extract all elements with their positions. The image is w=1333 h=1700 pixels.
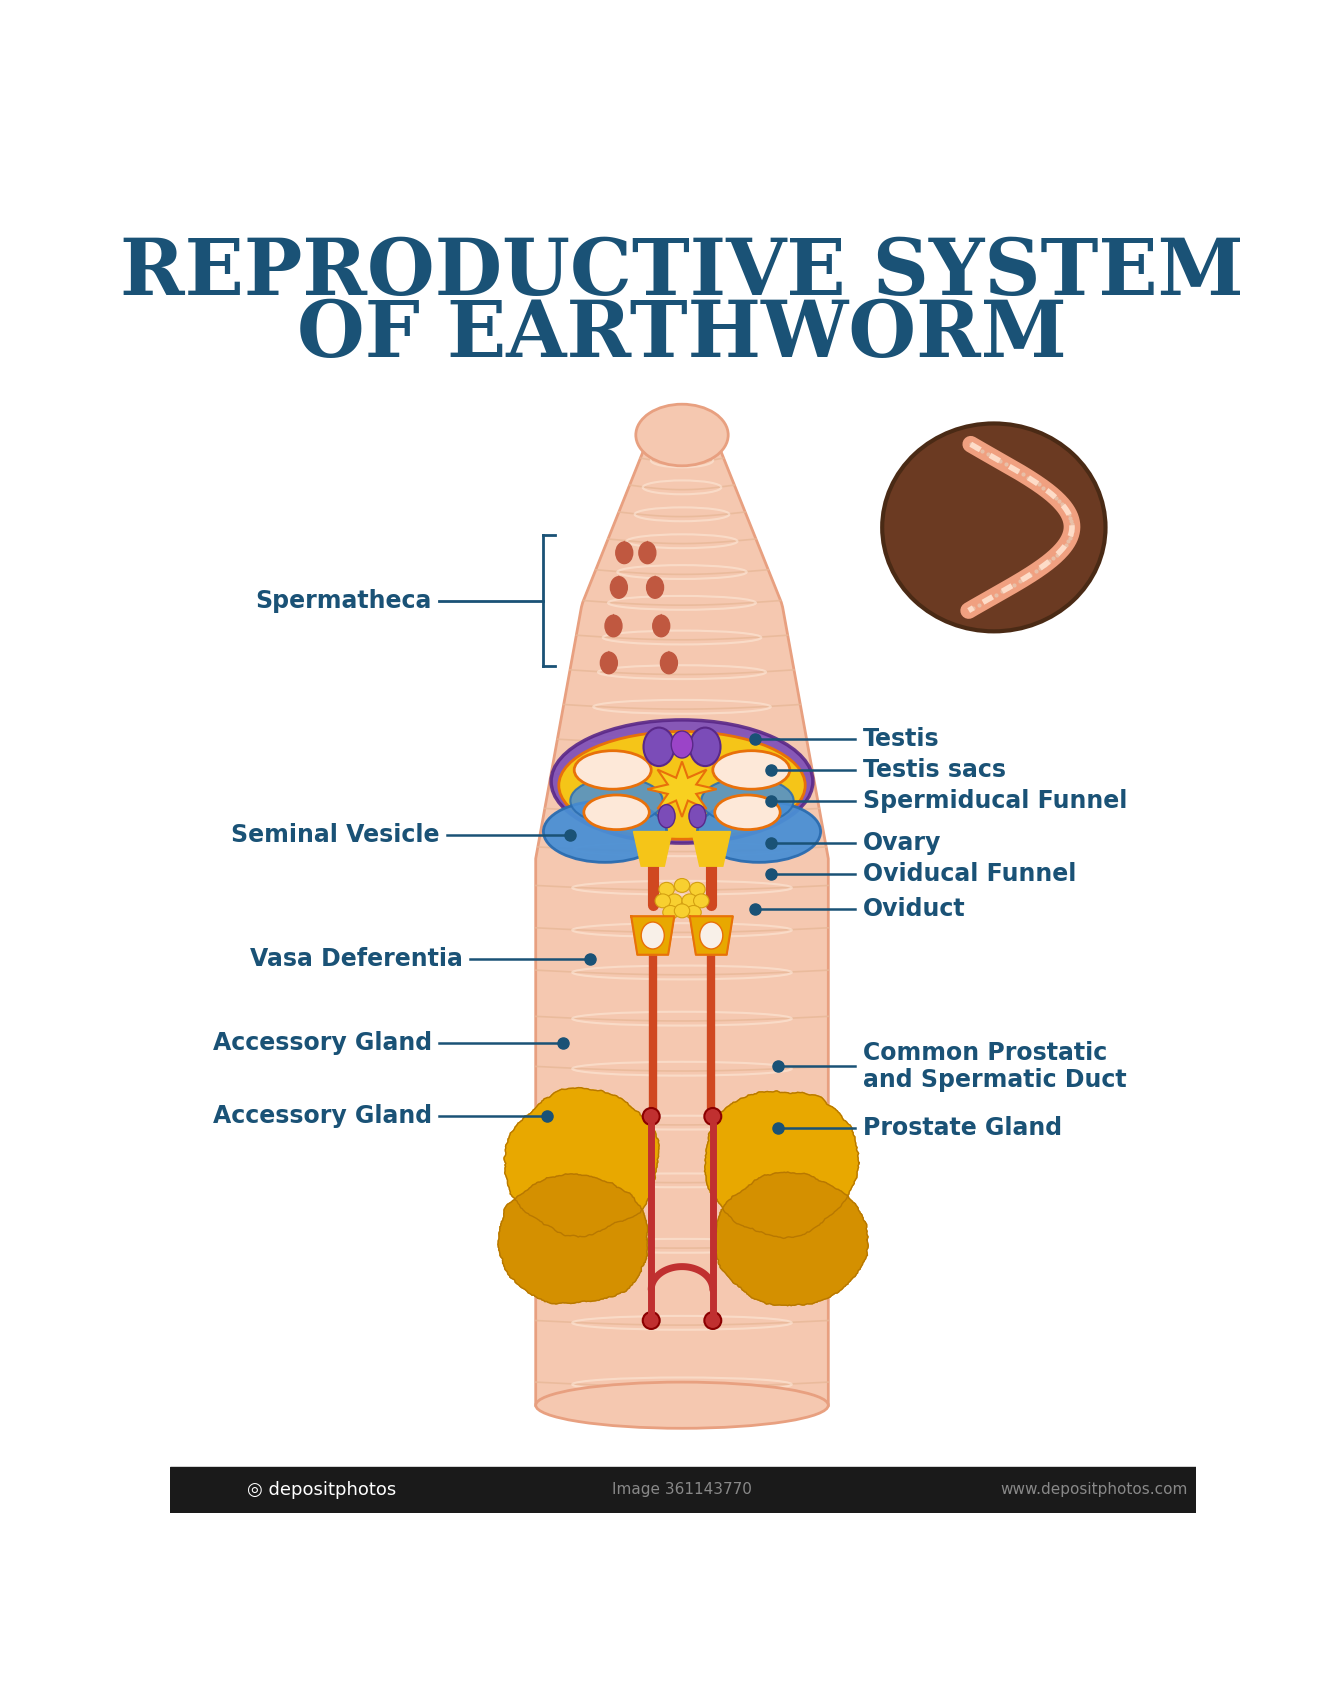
Ellipse shape bbox=[571, 777, 663, 824]
Text: REPRODUCTIVE SYSTEM: REPRODUCTIVE SYSTEM bbox=[120, 235, 1244, 311]
Ellipse shape bbox=[714, 796, 780, 830]
Polygon shape bbox=[620, 541, 629, 547]
Polygon shape bbox=[536, 442, 828, 1406]
Text: Oviducal Funnel: Oviducal Funnel bbox=[862, 862, 1076, 886]
Ellipse shape bbox=[697, 801, 821, 862]
Ellipse shape bbox=[575, 751, 652, 789]
Ellipse shape bbox=[672, 731, 693, 758]
Polygon shape bbox=[643, 541, 652, 547]
Polygon shape bbox=[171, 1467, 1197, 1513]
Polygon shape bbox=[664, 651, 673, 658]
Text: Oviduct: Oviduct bbox=[862, 896, 965, 921]
Ellipse shape bbox=[674, 879, 689, 892]
Text: Spermatheca: Spermatheca bbox=[256, 588, 432, 612]
Ellipse shape bbox=[693, 894, 709, 908]
Text: Prostate Gland: Prostate Gland bbox=[862, 1115, 1062, 1141]
Ellipse shape bbox=[641, 921, 664, 949]
Text: Accessory Gland: Accessory Gland bbox=[213, 1105, 432, 1129]
Ellipse shape bbox=[701, 777, 793, 824]
Polygon shape bbox=[615, 575, 624, 583]
Polygon shape bbox=[633, 831, 672, 867]
Text: OF EARTHWORM: OF EARTHWORM bbox=[297, 298, 1066, 372]
Ellipse shape bbox=[689, 804, 706, 828]
Ellipse shape bbox=[682, 894, 697, 908]
Polygon shape bbox=[689, 916, 733, 955]
Ellipse shape bbox=[611, 576, 628, 598]
Ellipse shape bbox=[636, 405, 728, 466]
Ellipse shape bbox=[663, 906, 678, 920]
Ellipse shape bbox=[655, 894, 670, 908]
Ellipse shape bbox=[689, 728, 721, 767]
Ellipse shape bbox=[666, 894, 682, 908]
Ellipse shape bbox=[605, 615, 623, 638]
Ellipse shape bbox=[559, 731, 805, 840]
Ellipse shape bbox=[653, 615, 669, 638]
Polygon shape bbox=[692, 831, 730, 867]
Ellipse shape bbox=[584, 796, 649, 830]
Polygon shape bbox=[609, 614, 619, 620]
Ellipse shape bbox=[704, 1108, 721, 1125]
Polygon shape bbox=[632, 916, 674, 955]
Ellipse shape bbox=[686, 906, 701, 920]
Ellipse shape bbox=[882, 423, 1105, 631]
Text: Ovary: Ovary bbox=[862, 831, 941, 855]
Ellipse shape bbox=[643, 1312, 660, 1329]
Ellipse shape bbox=[644, 728, 674, 767]
Polygon shape bbox=[705, 1091, 860, 1238]
Text: www.depositphotos.com: www.depositphotos.com bbox=[1000, 1482, 1188, 1498]
Polygon shape bbox=[499, 1175, 648, 1304]
Ellipse shape bbox=[659, 882, 674, 896]
Ellipse shape bbox=[544, 801, 666, 862]
Polygon shape bbox=[648, 762, 717, 818]
Ellipse shape bbox=[600, 653, 617, 673]
Polygon shape bbox=[504, 1088, 660, 1238]
Text: ◎ depositphotos: ◎ depositphotos bbox=[247, 1481, 396, 1499]
Text: Testis: Testis bbox=[862, 728, 940, 751]
Ellipse shape bbox=[700, 921, 722, 949]
Text: Common Prostatic
and Spermatic Duct: Common Prostatic and Spermatic Duct bbox=[862, 1040, 1126, 1093]
Text: Spermiducal Funnel: Spermiducal Funnel bbox=[862, 789, 1128, 813]
Ellipse shape bbox=[704, 1312, 721, 1329]
Ellipse shape bbox=[647, 576, 664, 598]
Text: Vasa Deferentia: Vasa Deferentia bbox=[249, 947, 463, 971]
Polygon shape bbox=[716, 1171, 868, 1306]
Text: Image 361143770: Image 361143770 bbox=[612, 1482, 752, 1498]
Polygon shape bbox=[604, 651, 613, 658]
Ellipse shape bbox=[689, 882, 705, 896]
Ellipse shape bbox=[643, 1108, 660, 1125]
Polygon shape bbox=[657, 614, 666, 620]
Text: Testis sacs: Testis sacs bbox=[862, 758, 1006, 782]
Ellipse shape bbox=[659, 804, 674, 828]
Ellipse shape bbox=[551, 719, 813, 843]
Text: Seminal Vesicle: Seminal Vesicle bbox=[231, 823, 440, 847]
Ellipse shape bbox=[536, 1382, 828, 1428]
Ellipse shape bbox=[639, 542, 656, 564]
Ellipse shape bbox=[660, 653, 677, 673]
Text: Accessory Gland: Accessory Gland bbox=[213, 1032, 432, 1056]
Polygon shape bbox=[651, 575, 660, 583]
Ellipse shape bbox=[616, 542, 633, 564]
Ellipse shape bbox=[674, 904, 689, 918]
Ellipse shape bbox=[713, 751, 790, 789]
